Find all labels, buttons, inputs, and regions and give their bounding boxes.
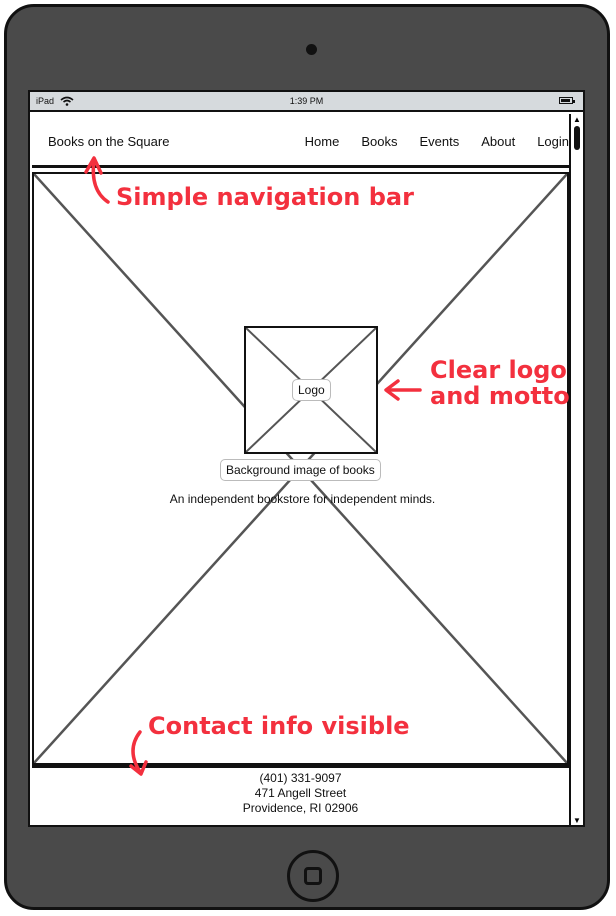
scrollbar[interactable]: ▲ ▼ <box>569 114 583 825</box>
scroll-down-arrow-icon[interactable]: ▼ <box>573 816 581 825</box>
scroll-thumb[interactable] <box>574 126 580 150</box>
city-address: Providence, RI 02906 <box>242 801 359 815</box>
logo-placeholder: Logo <box>244 326 378 454</box>
status-left: iPad <box>36 96 74 106</box>
battery-icon <box>559 97 575 104</box>
brand-link[interactable]: Books on the Square <box>48 134 170 149</box>
status-time: 1:39 PM <box>289 96 324 106</box>
wifi-icon <box>60 96 74 106</box>
annotation-contact: Contact info visible <box>148 712 410 740</box>
home-square-icon <box>304 867 322 885</box>
nav-links: Home Books Events About Login <box>305 134 569 149</box>
navigation-bar: Books on the Square Home Books Events Ab… <box>32 114 569 168</box>
annotation-logo-line1: Clear logo <box>430 356 567 384</box>
camera-dot <box>306 44 317 55</box>
home-button[interactable] <box>287 850 339 902</box>
device-name: iPad <box>36 96 55 106</box>
annotation-logo: Clear logo and motto <box>430 357 570 409</box>
background-image-label: Background image of books <box>220 459 381 481</box>
status-bar: iPad 1:39 PM <box>30 92 583 112</box>
logo-label: Logo <box>292 379 331 401</box>
nav-events[interactable]: Events <box>419 134 460 149</box>
annotation-nav: Simple navigation bar <box>116 183 414 211</box>
motto: An independent bookstore for independent… <box>169 492 436 506</box>
phone-number[interactable]: (401) 331-9097 <box>259 771 342 785</box>
contact-footer: (401) 331-9097 471 Angell Street Provide… <box>32 765 569 825</box>
nav-home[interactable]: Home <box>304 134 340 149</box>
nav-books[interactable]: Books <box>361 134 398 149</box>
screen: iPad 1:39 PM Books on the Square Home Bo… <box>28 90 585 827</box>
hero-image-placeholder: Logo Background image of books An indepe… <box>32 172 569 765</box>
street-address: 471 Angell Street <box>254 786 347 800</box>
nav-login[interactable]: Login <box>537 134 569 149</box>
nav-about[interactable]: About <box>481 134 516 149</box>
scroll-up-arrow-icon[interactable]: ▲ <box>573 115 581 124</box>
annotation-logo-line2: and motto <box>430 382 570 410</box>
